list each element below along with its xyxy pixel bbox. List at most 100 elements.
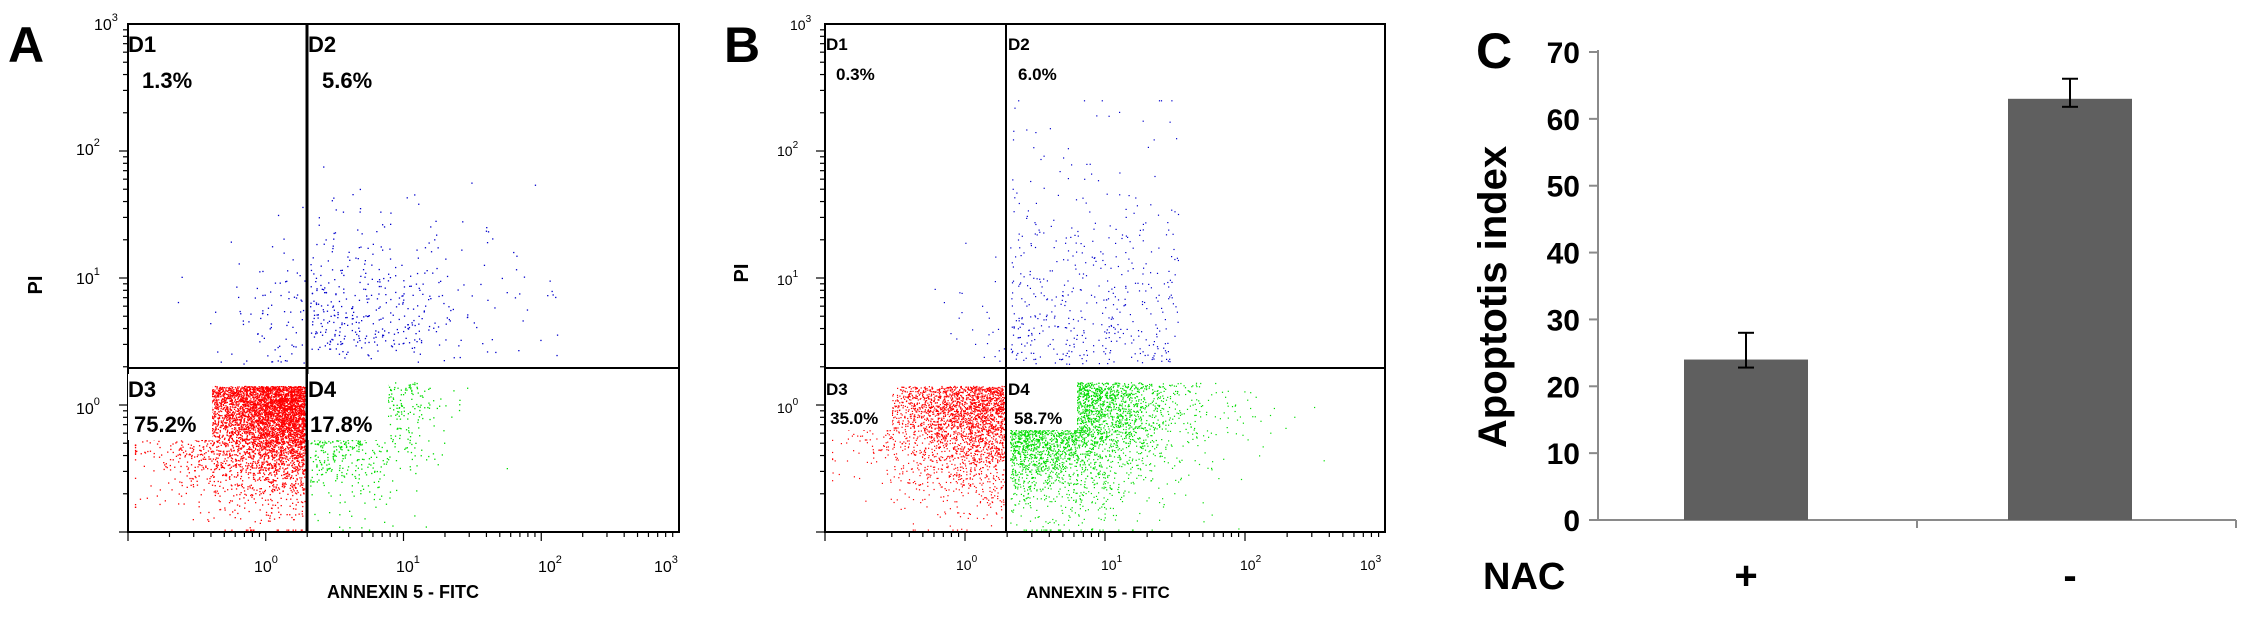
scatter-point-d3 xyxy=(252,478,255,480)
scatter-point-d3 xyxy=(271,436,273,438)
scatter-point-d3 xyxy=(267,520,270,522)
scatter-point-d3 xyxy=(258,449,261,451)
scatter-point-d3 xyxy=(270,416,273,418)
scatter-point-d3 xyxy=(252,391,254,393)
scatter-point-d3 xyxy=(294,429,296,431)
scatter-point-d3 xyxy=(222,435,224,437)
scatter-point-d3 xyxy=(303,397,305,400)
scatter-point-d3 xyxy=(293,412,295,414)
scatter-point-d3 xyxy=(276,529,278,531)
scatter-point-d3 xyxy=(278,430,280,432)
scatter-point-d3 xyxy=(294,406,297,408)
scatter-point-d3 xyxy=(292,409,294,411)
scatter-point-d3 xyxy=(270,441,272,443)
scatter-point-d3 xyxy=(298,407,300,409)
scatter-point-d3 xyxy=(287,409,289,411)
scatter-point-d3 xyxy=(289,446,291,449)
scatter-point-d3 xyxy=(245,471,247,473)
scatter-point-d3 xyxy=(268,463,270,466)
scatter-point-d3 xyxy=(297,501,299,503)
scatter-point-d3 xyxy=(297,390,299,392)
scatter-point-d3 xyxy=(263,427,265,430)
scatter-point-d3 xyxy=(273,420,275,422)
scatter-point-d3 xyxy=(244,438,246,440)
scatter-point-d3 xyxy=(264,419,266,421)
scatter-point-d3 xyxy=(221,415,223,417)
scatter-point-d3 xyxy=(263,395,265,397)
scatter-point-d3 xyxy=(230,403,233,405)
scatter-point-d3 xyxy=(248,396,250,398)
scatter-point-d3 xyxy=(275,412,278,414)
scatter-point-d3 xyxy=(284,430,286,432)
scatter-point-d3 xyxy=(268,401,270,403)
scatter-point-d3 xyxy=(198,506,200,508)
scatter-point-d3 xyxy=(134,504,137,506)
scatter-point-d3 xyxy=(294,442,296,444)
scatter-point-d3 xyxy=(283,403,286,405)
scatter-point-d3 xyxy=(259,434,261,436)
scatter-point-d3 xyxy=(246,386,248,388)
scatter-point-d3 xyxy=(240,388,242,390)
scatter-point-d3 xyxy=(229,416,231,418)
scatter-point-d3 xyxy=(285,441,288,443)
scatter-point-d3 xyxy=(245,393,247,395)
scatter-point-d3 xyxy=(284,457,286,459)
scatter-point-d3 xyxy=(233,404,235,406)
scatter-point-d3 xyxy=(257,408,260,410)
scatter-point-d3 xyxy=(255,439,257,441)
scatter-point-d3 xyxy=(217,457,219,459)
scatter-point-d3 xyxy=(181,484,183,487)
scatter-point-d3 xyxy=(268,390,270,392)
scatter-point-d3 xyxy=(175,442,177,444)
scatter-point-d3 xyxy=(196,440,198,442)
scatter-point-d3 xyxy=(260,466,263,468)
scatter-point-d3 xyxy=(272,415,275,417)
scatter-point-d3 xyxy=(224,490,226,493)
scatter-point-d3 xyxy=(286,472,289,474)
scatter-point-d3 xyxy=(286,452,288,454)
scatter-point-d3 xyxy=(302,431,304,433)
scatter-point-d3 xyxy=(293,431,296,434)
scatter-point-d3 xyxy=(276,435,279,437)
scatter-point-d3 xyxy=(206,443,209,445)
scatter-point-d3 xyxy=(293,451,295,453)
scatter-point-d3 xyxy=(301,405,304,408)
scatter-point-d3 xyxy=(258,469,261,472)
scatter-point-d3 xyxy=(254,401,256,403)
scatter-point-d3 xyxy=(282,406,284,408)
scatter-point-d3 xyxy=(292,452,295,455)
scatter-point-d3 xyxy=(239,424,241,426)
scatter-point-d3 xyxy=(231,432,233,434)
scatter-point-d3 xyxy=(253,409,255,412)
scatter-point-d3 xyxy=(283,399,286,401)
scatter-point-d3 xyxy=(279,408,281,411)
scatter-point-d3 xyxy=(290,462,292,464)
scatter-point-d3 xyxy=(263,448,265,450)
scatter-point-d3 xyxy=(291,471,293,473)
scatter-point-d3 xyxy=(284,473,286,476)
scatter-point-d3 xyxy=(281,430,283,432)
scatter-point-d3 xyxy=(261,455,263,457)
scatter-point-d3 xyxy=(302,396,304,398)
scatter-point-d3 xyxy=(232,406,234,409)
scatter-point-d3 xyxy=(266,478,268,481)
scatter-point-d3 xyxy=(284,414,286,417)
scatter-point-d3 xyxy=(242,399,244,401)
scatter-point-d3 xyxy=(249,423,252,425)
scatter-point-d3 xyxy=(301,464,304,466)
scatter-point-d3 xyxy=(292,437,294,440)
scatter-point-d3 xyxy=(251,487,253,490)
scatter-point-d3 xyxy=(283,442,285,445)
scatter-point-d3 xyxy=(270,426,272,429)
scatter-point-d3 xyxy=(228,477,231,479)
scatter-point-d3 xyxy=(255,398,257,400)
scatter-point-d3 xyxy=(265,467,267,469)
scatter-point-d3 xyxy=(228,424,230,426)
scatter-point-d3 xyxy=(256,396,258,398)
scatter-point-d3 xyxy=(271,507,273,510)
scatter-point-d3 xyxy=(241,412,243,415)
scatter-point-d3 xyxy=(250,425,252,427)
scatter-point-d3 xyxy=(237,397,239,399)
scatter-point-d3 xyxy=(296,403,299,405)
scatter-point-d3 xyxy=(261,462,263,464)
